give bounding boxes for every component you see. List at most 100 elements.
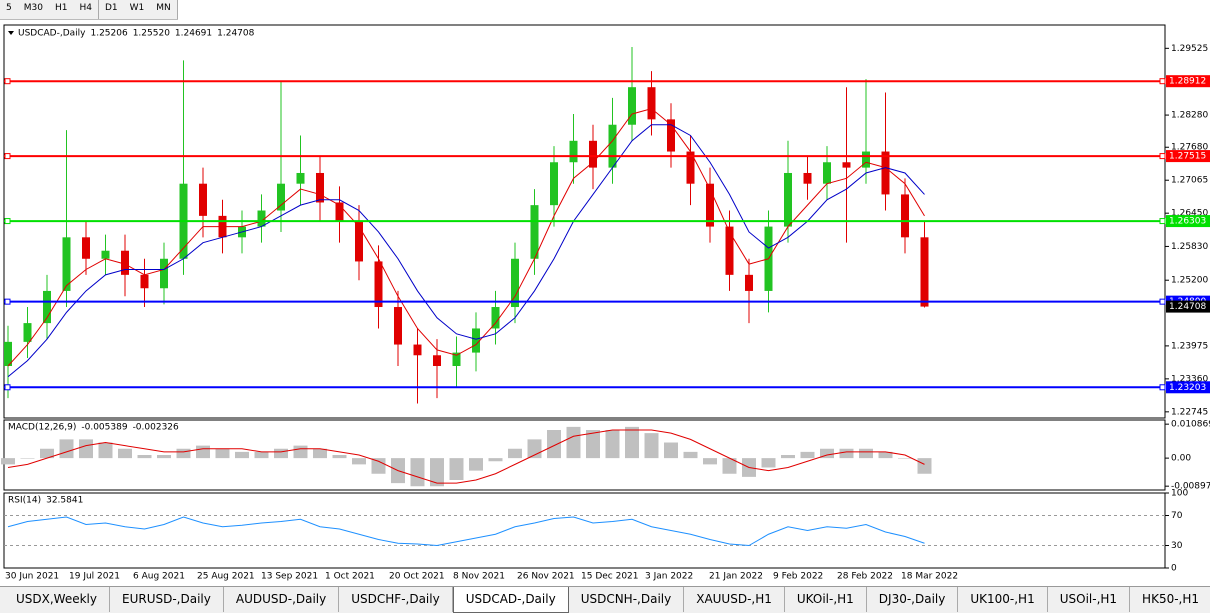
level-anchor — [1159, 298, 1166, 305]
timeframe-button[interactable]: M30 — [23, 3, 43, 13]
x-tick-label: 19 Jul 2021 — [69, 572, 120, 582]
chart-tab[interactable]: HK50-,H1 — [1130, 587, 1210, 612]
chart-tab[interactable]: USDCNH-,Daily — [569, 587, 685, 612]
y-tick-label: 0.010869 — [1171, 420, 1210, 430]
macd-bar — [235, 451, 249, 459]
candle-body — [550, 162, 558, 206]
moving-average — [7, 108, 925, 367]
y-tick-label: -0.008974 — [1171, 482, 1210, 492]
level-price-box — [1166, 215, 1210, 228]
y-tick-label: 1.27065 — [1171, 176, 1208, 186]
x-tick-label: 18 Mar 2022 — [901, 572, 958, 582]
timeframe-button[interactable]: H1 — [54, 3, 68, 13]
level-price-box — [1166, 150, 1210, 163]
macd-bar — [722, 458, 737, 474]
candle-body — [530, 205, 539, 259]
indicator-label: 1.24708 — [217, 29, 254, 39]
indicator-label: -0.005389 — [81, 423, 127, 433]
chart-tab[interactable]: AUDUSD-,Daily — [224, 587, 340, 612]
timeframe-button[interactable]: W1 — [129, 3, 145, 13]
chart-tab[interactable]: USDCHF-,Daily — [339, 587, 453, 612]
x-tick-label: 30 Jun 2021 — [5, 572, 59, 582]
candle-body — [823, 162, 831, 184]
panel — [3, 419, 1166, 491]
y-tick-label: 1.25200 — [1171, 276, 1208, 286]
level-anchor — [4, 218, 11, 225]
macd-bar — [586, 430, 600, 459]
candle-body — [413, 344, 422, 356]
current-price-box — [1166, 300, 1210, 313]
candle-body — [745, 274, 753, 291]
chart-tab[interactable]: USOil-,H1 — [1048, 587, 1131, 612]
macd-bar — [625, 426, 639, 459]
macd-bar — [215, 448, 230, 459]
candle-body — [82, 237, 90, 259]
y-tick-label: 1.23975 — [1171, 341, 1208, 351]
candle-body — [862, 151, 870, 168]
indicator-label: RSI(14) — [8, 496, 41, 506]
chart-tab[interactable]: USDCAD-,Daily — [452, 587, 569, 613]
macd-bar — [917, 458, 932, 474]
y-tick-label: 1.25830 — [1171, 242, 1208, 252]
timeframe-button[interactable]: D1 — [104, 3, 118, 13]
macd-bar — [839, 448, 854, 459]
y-tick-label: 100 — [1171, 489, 1188, 499]
level-price-box — [1166, 75, 1210, 88]
signal-line — [7, 429, 925, 484]
macd-bar — [430, 458, 444, 487]
timeframe-button[interactable]: H4 — [73, 0, 99, 19]
candle-body — [277, 183, 285, 211]
candle-body — [374, 261, 383, 308]
x-tick-label: 9 Feb 2022 — [773, 572, 823, 582]
candle-body — [491, 307, 500, 329]
panel — [3, 492, 1166, 569]
chart-tab[interactable]: DJ30-,Daily — [867, 587, 959, 612]
timeframe-toolbar: 5 M30 H1 H4 D1 W1 MN — [0, 0, 178, 20]
chart-tab[interactable]: EURUSD-,Daily — [110, 587, 224, 612]
level-anchor — [4, 153, 11, 160]
chart-tab[interactable]: USDX,Weekly — [4, 587, 110, 612]
chart-tab[interactable]: XAUUSD-,H1 — [684, 587, 785, 612]
macd-bar — [352, 458, 366, 465]
timeframe-button[interactable]: MN — [150, 0, 178, 19]
macd-bar — [40, 448, 54, 459]
macd-bar — [332, 455, 347, 459]
moving-average — [7, 124, 925, 378]
level-anchor — [1159, 153, 1166, 160]
candle-body — [608, 124, 617, 168]
chart-tab[interactable]: UKOil-,H1 — [785, 587, 867, 612]
chart-tab[interactable]: UK100-,H1 — [958, 587, 1048, 612]
macd-bar — [176, 448, 191, 459]
indicator-label: 1.25520 — [133, 29, 170, 39]
macd-bar — [469, 458, 483, 471]
level-anchor — [1159, 384, 1166, 391]
candle-body — [472, 328, 480, 353]
candle-body — [920, 237, 929, 307]
candle-body — [355, 221, 363, 262]
y-tick-label: 1.23360 — [1171, 374, 1208, 384]
indicator-label: 1.25206 — [90, 29, 127, 39]
candle-body — [667, 119, 675, 152]
candle-body — [394, 307, 402, 345]
macd-bar — [781, 455, 795, 459]
y-tick-label: 1.26450 — [1171, 209, 1208, 219]
candle-body — [62, 237, 71, 291]
timeframe-button[interactable]: 5 — [6, 3, 12, 13]
indicator-label: 1.24691 — [175, 29, 212, 39]
x-tick-label: 25 Aug 2021 — [197, 572, 255, 582]
level-price-box — [1166, 381, 1210, 394]
level-anchor — [4, 384, 11, 391]
macd-bar — [703, 458, 717, 465]
macd-bar — [566, 426, 581, 459]
y-tick-label: 1.29525 — [1171, 44, 1208, 54]
candle-body — [901, 194, 909, 238]
candle-body — [569, 140, 578, 163]
candle-body — [199, 183, 207, 216]
macd-bar — [137, 455, 152, 459]
candle-body — [706, 183, 714, 227]
candle-body — [101, 250, 110, 259]
macd-bar — [293, 445, 308, 459]
x-tick-label: 1 Oct 2021 — [325, 572, 375, 582]
candle-body — [257, 210, 266, 227]
